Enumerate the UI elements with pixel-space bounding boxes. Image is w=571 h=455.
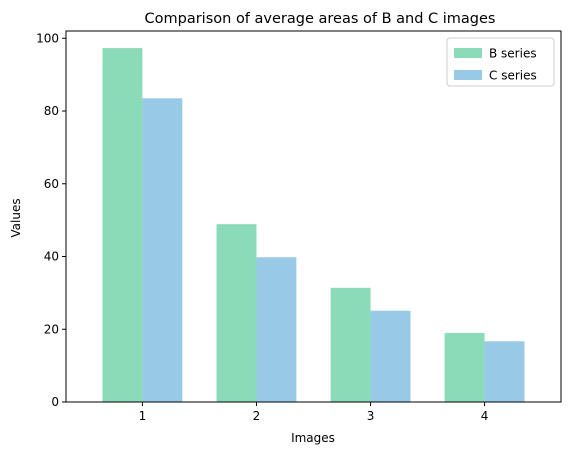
y-tick-label: 20 [44,322,59,336]
x-tick-label: 3 [367,409,375,423]
bar-b-3 [330,287,371,402]
axes-frame [65,30,562,403]
bar-c-1 [142,98,183,402]
bar-b-4 [444,332,485,402]
y-tick-label: 40 [44,250,59,264]
bar-b-1 [102,48,143,403]
y-tick-label: 0 [51,395,59,409]
x-tick-label: 1 [139,409,147,423]
x-axis-label: Images [291,431,335,445]
bar-c-2 [256,257,297,402]
x-tick-label: 2 [253,409,261,423]
y-axis-label: Values [9,198,23,237]
legend-label: B series [489,47,537,61]
bar-c-4 [484,341,525,402]
y-tick-label: 100 [36,31,59,45]
bar-b-2 [216,224,257,402]
x-tick-label: 4 [481,409,489,423]
legend-label: C series [489,69,537,83]
legend-swatch [454,70,482,80]
legend: B series C series [446,37,555,87]
legend-swatch [454,48,482,58]
bar-c-3 [370,310,411,402]
y-tick-label: 60 [44,177,59,191]
chart-title: Comparison of average areas of B and C i… [145,11,496,27]
plot-area: 0 20 40 60 80 100 1 2 3 4 [36,30,562,423]
y-tick-label: 80 [44,104,59,118]
